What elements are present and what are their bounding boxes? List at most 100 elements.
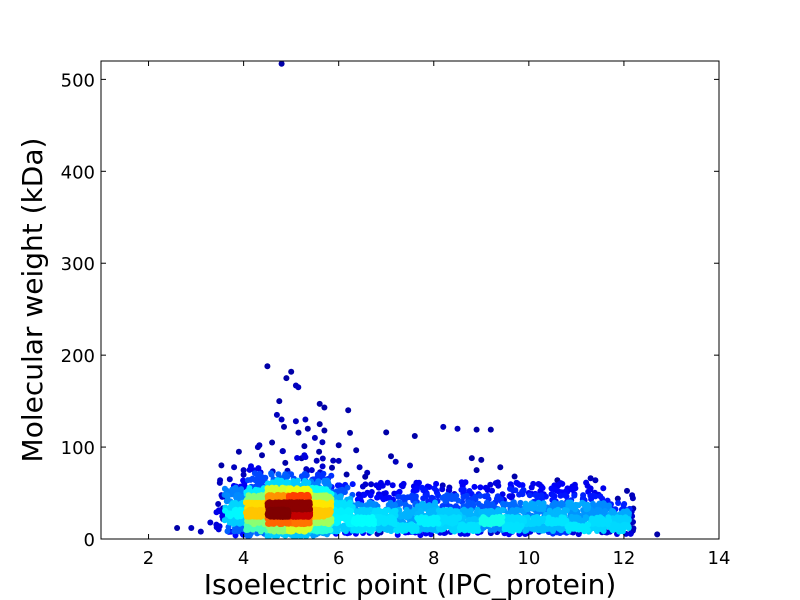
data-point — [385, 507, 391, 513]
data-point — [304, 425, 311, 432]
data-point — [470, 525, 477, 532]
data-point — [592, 477, 599, 484]
data-point — [404, 494, 411, 501]
data-point — [494, 479, 501, 486]
data-point — [330, 457, 337, 464]
data-point — [614, 495, 621, 502]
data-point — [405, 523, 412, 530]
data-point — [355, 500, 362, 507]
data-point — [509, 507, 516, 514]
data-point — [393, 527, 400, 534]
data-point — [565, 528, 572, 534]
data-point — [555, 519, 562, 526]
data-point — [304, 519, 311, 526]
data-point — [174, 525, 181, 531]
data-point — [370, 520, 377, 527]
data-point — [460, 486, 467, 493]
data-point — [215, 501, 222, 507]
data-point — [276, 398, 283, 405]
data-point — [554, 510, 561, 517]
data-point — [294, 455, 301, 461]
data-point — [255, 473, 261, 480]
data-point — [317, 508, 324, 514]
data-point — [335, 457, 342, 464]
data-point — [416, 479, 422, 486]
data-point — [235, 513, 242, 519]
data-point — [301, 470, 308, 477]
data-point — [565, 499, 572, 506]
data-point — [625, 525, 632, 531]
data-point — [551, 525, 558, 532]
data-point — [278, 492, 285, 499]
data-point — [563, 507, 570, 514]
data-point — [553, 502, 560, 509]
data-point — [316, 421, 323, 428]
data-point — [622, 514, 629, 521]
data-point — [561, 492, 568, 499]
data-point — [615, 500, 622, 506]
data-point — [270, 479, 276, 486]
data-point — [354, 517, 361, 523]
data-point — [550, 491, 556, 498]
data-point — [377, 514, 384, 521]
data-point — [364, 469, 371, 476]
data-point — [321, 404, 328, 411]
data-point — [512, 487, 519, 494]
data-point — [302, 416, 309, 423]
data-point — [412, 493, 419, 500]
data-point — [350, 526, 357, 533]
data-point — [388, 453, 394, 460]
data-point — [320, 513, 327, 520]
data-point — [333, 508, 340, 515]
data-point — [488, 520, 495, 527]
data-point — [535, 525, 542, 532]
data-point — [319, 455, 326, 462]
data-point — [367, 492, 374, 499]
data-point — [602, 508, 609, 514]
data-point — [531, 519, 538, 526]
data-point — [538, 492, 545, 499]
x-tick-label: 2 — [143, 548, 154, 569]
data-point — [431, 485, 438, 492]
data-point — [343, 471, 350, 478]
data-point — [431, 502, 438, 509]
data-point — [295, 384, 302, 391]
data-point — [249, 500, 256, 507]
data-point — [427, 515, 434, 522]
data-point — [273, 411, 280, 418]
data-point — [279, 448, 286, 455]
data-point — [284, 479, 291, 486]
data-point — [526, 492, 533, 499]
data-point — [540, 500, 547, 507]
data-point — [499, 507, 506, 513]
data-point — [347, 429, 353, 436]
data-point — [454, 514, 461, 521]
data-point — [575, 526, 582, 532]
data-point — [532, 492, 539, 499]
data-point — [356, 464, 363, 471]
data-point — [392, 501, 398, 508]
x-tick-label: 12 — [612, 548, 635, 569]
data-point — [188, 525, 195, 531]
data-point — [546, 507, 553, 514]
data-point — [516, 527, 523, 534]
data-point — [278, 60, 285, 67]
data-point — [384, 479, 391, 486]
data-point — [329, 464, 335, 471]
data-point — [422, 504, 429, 511]
data-point — [458, 479, 465, 486]
data-point — [218, 462, 225, 469]
data-point — [271, 527, 278, 534]
data-point — [399, 494, 405, 501]
data-point — [530, 480, 537, 487]
data-point — [520, 516, 527, 523]
data-point — [281, 423, 287, 430]
data-point — [280, 527, 287, 534]
data-point — [445, 487, 452, 494]
data-point — [600, 485, 607, 492]
data-point — [411, 433, 418, 439]
data-point — [420, 495, 427, 502]
data-point — [392, 458, 399, 465]
data-point — [243, 509, 249, 516]
data-point — [377, 479, 384, 486]
